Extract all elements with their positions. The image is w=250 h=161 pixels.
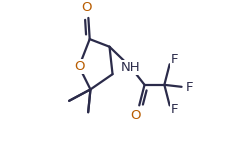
Text: NH: NH: [120, 61, 140, 74]
Text: O: O: [81, 1, 92, 14]
Text: O: O: [74, 60, 84, 73]
Text: F: F: [185, 81, 192, 94]
Text: F: F: [170, 53, 178, 66]
Text: F: F: [170, 103, 178, 116]
Text: O: O: [130, 109, 140, 122]
